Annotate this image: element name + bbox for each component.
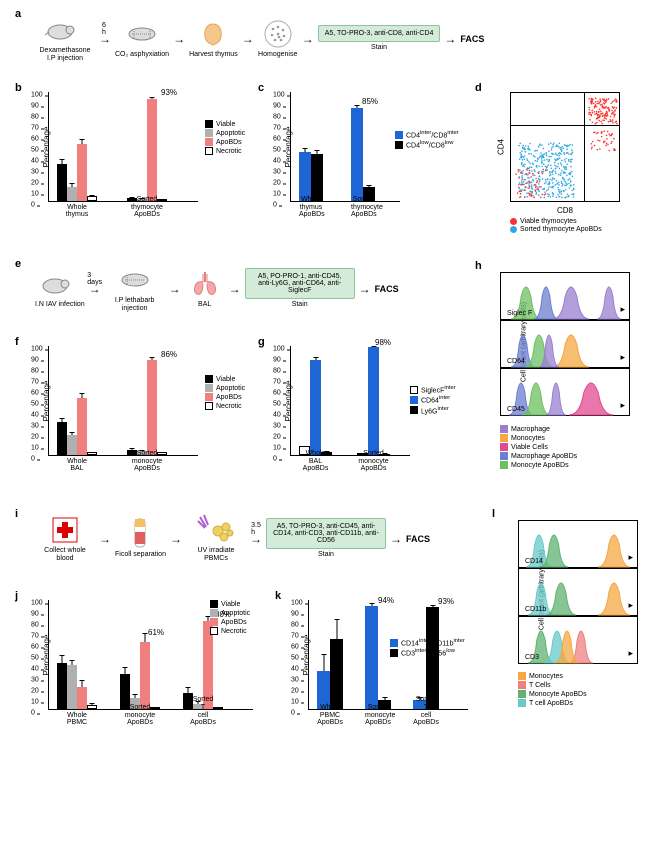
blood-icon: [45, 515, 85, 545]
legend-c: CD4inter/CD8interCD4low/CD8low: [395, 130, 459, 151]
panel-label-j: j: [15, 590, 18, 602]
legend-f: ViableApoptoticApoBDsNecrotic: [205, 375, 245, 411]
workflow-e: I.N IAV infection 3 days→ I.P lethabarb …: [35, 265, 399, 312]
facs-label-i: FACS: [406, 534, 430, 544]
mouse-dead-icon: [115, 265, 155, 295]
tube-icon: [120, 519, 160, 549]
histograms-h: Cell count (arbitrary units) Siglec F▸ C…: [500, 272, 630, 416]
panel-label-b: b: [15, 82, 22, 94]
legend-d: Viable thymocytes Sorted thymocyte ApoBD…: [510, 218, 602, 234]
stain-box-e: A5, PO-PRO-1, anti-CD45, anti-Ly6G, anti…: [245, 268, 355, 299]
legend-h: Macrophage Monocytes Viable Cells Macrop…: [500, 425, 577, 470]
mouse-dead-icon: [122, 19, 162, 49]
facs-label-a: FACS: [460, 34, 484, 44]
chart-f: 0102030405060708090100WholeBALSortedmono…: [48, 346, 198, 456]
thymus-icon: [193, 19, 233, 49]
panel-label-e: e: [15, 258, 21, 270]
chart-b: 0102030405060708090100WholethymusSortedt…: [48, 92, 198, 202]
panel-label-l: l: [492, 508, 495, 520]
panel-label-k: k: [275, 590, 281, 602]
legend-k: CD14inter/CD11binterCD3inter/CD56low: [390, 638, 465, 659]
stain-box-i: A5, TO-PRO-3, anti-CD45, anti-CD14, anti…: [266, 518, 386, 549]
panel-label-a: a: [15, 8, 21, 20]
panel-label-h: h: [475, 260, 482, 272]
chart-c: 0102030405060708090100WholethymusApoBDsS…: [290, 92, 400, 202]
legend-g: SiglecFinterCD64interLy6Ginter: [410, 385, 456, 416]
legend-j: ViableApoptoticApoBDsNecrotic: [210, 600, 250, 636]
homogenise-icon: [258, 19, 298, 49]
panel-label-i: i: [15, 508, 18, 520]
workflow-a: Dexamethasone I.P injection 6 h→ CO₂ asp…: [35, 15, 484, 62]
lungs-icon: [185, 269, 225, 299]
chart-g: 0102030405060708090100WholeBALApoBDsSort…: [290, 346, 410, 456]
workflow-i: Collect whole blood → Ficoll separation …: [35, 515, 430, 562]
facs-label-e: FACS: [375, 284, 399, 294]
uv-icon: [196, 515, 236, 545]
mouse-icon: [40, 269, 80, 299]
stain-box-a: A5, TO-PRO-3, anti-CD8, anti-CD4: [318, 25, 441, 42]
mouse-icon: [45, 15, 85, 45]
scatter-d: CD4 CD8: [510, 92, 620, 202]
legend-b: ViableApoptoticApoBDsNecrotic: [205, 120, 245, 156]
legend-l: Monocytes T Cells Monocyte ApoBDs T cell…: [518, 672, 587, 708]
panel-label-g: g: [258, 336, 265, 348]
panel-label-f: f: [15, 336, 19, 348]
panel-label-d: d: [475, 82, 482, 94]
histograms-l: Cell count (arbitrary units) CD14▸ CD11b…: [518, 520, 638, 664]
panel-label-c: c: [258, 82, 264, 94]
